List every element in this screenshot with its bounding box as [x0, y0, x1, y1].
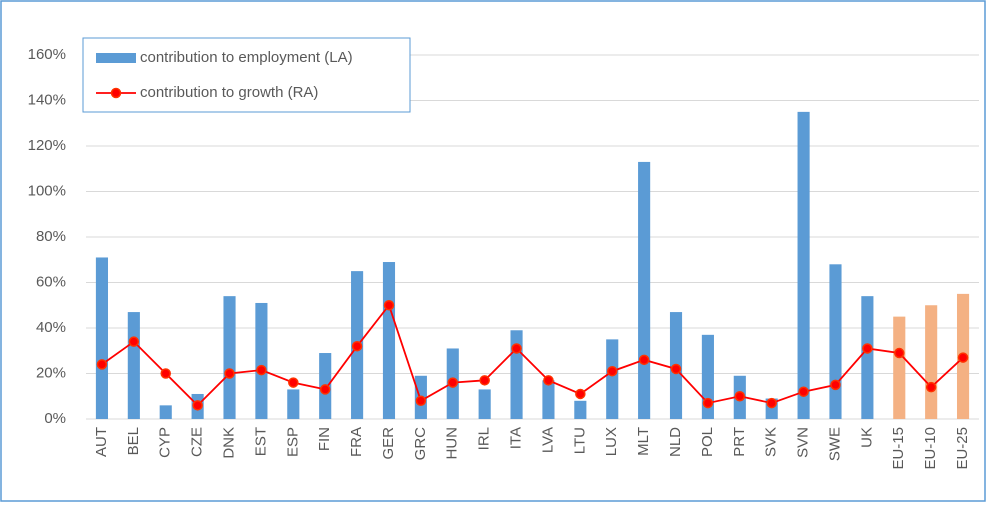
- bar: [127, 312, 140, 419]
- line-marker: [479, 375, 490, 386]
- line-marker: [766, 397, 777, 409]
- bar: [925, 305, 938, 419]
- legend-swatch: [110, 87, 122, 99]
- bar: [638, 161, 651, 420]
- bar: [797, 111, 810, 419]
- line-marker: [638, 354, 650, 366]
- x-tick-label: ESP: [284, 427, 301, 457]
- x-tick-label: EST: [252, 427, 269, 456]
- line-marker: [415, 395, 427, 407]
- line-marker: [862, 343, 873, 354]
- line-marker: [319, 384, 331, 395]
- bar: [861, 296, 874, 419]
- line-marker: [192, 400, 203, 411]
- line-marker: [606, 365, 618, 377]
- bar: [478, 389, 491, 419]
- x-tick-label: ITA: [508, 427, 525, 449]
- y-tick-label: 140%: [28, 91, 66, 108]
- line-marker: [224, 368, 235, 379]
- x-tick-label: POL: [699, 427, 716, 457]
- legend-label: contribution to employment (LA): [140, 49, 353, 66]
- x-tick-label: EU-10: [922, 427, 939, 470]
- line-marker: [383, 300, 395, 311]
- line-marker: [957, 352, 969, 363]
- bar: [542, 380, 555, 419]
- x-tick-label: AUT: [93, 427, 110, 457]
- bar: [223, 296, 236, 419]
- y-tick-label: 100%: [28, 182, 66, 199]
- bar: [287, 389, 300, 419]
- line-marker: [798, 386, 809, 397]
- x-tick-label: CYP: [157, 427, 174, 458]
- line-marker: [702, 397, 714, 409]
- line-marker: [734, 391, 746, 402]
- bar: [255, 302, 268, 419]
- bar: [606, 339, 619, 419]
- y-tick-label: 0%: [44, 410, 66, 427]
- y-tick-label: 60%: [36, 273, 66, 290]
- legend-label: contribution to growth (RA): [140, 84, 318, 101]
- line-marker: [670, 363, 682, 375]
- y-tick-label: 20%: [36, 364, 66, 381]
- bar: [701, 334, 714, 419]
- x-tick-label: FIN: [316, 427, 333, 451]
- line-marker: [351, 340, 363, 352]
- bar: [893, 316, 906, 419]
- x-tick-label: IRL: [476, 427, 493, 450]
- x-tick-label: LVA: [539, 427, 556, 453]
- x-tick-label: SVK: [763, 427, 780, 457]
- y-tick-label: 40%: [36, 319, 66, 336]
- x-tick-label: MLT: [635, 427, 652, 456]
- x-tick-label: FRA: [348, 427, 365, 457]
- x-tick-label: GRC: [412, 427, 429, 461]
- x-tick-label: CZE: [189, 427, 206, 457]
- line-marker: [925, 381, 937, 393]
- y-tick-label: 80%: [36, 228, 66, 245]
- line: [101, 303, 964, 407]
- line-marker: [128, 336, 140, 347]
- legend-box: [82, 37, 411, 113]
- line-marker: [288, 377, 299, 388]
- x-tick-label: LTU: [571, 427, 588, 454]
- line-marker: [447, 377, 459, 388]
- line-marker: [830, 379, 841, 391]
- x-tick-label: EU-15: [890, 427, 907, 470]
- x-tick-label: SVN: [795, 427, 812, 458]
- x-tick-label: HUN: [444, 427, 461, 460]
- y-tick-label: 120%: [28, 137, 66, 154]
- x-tick-label: GER: [380, 427, 397, 460]
- bar: [382, 262, 396, 419]
- legend-swatch: [96, 53, 136, 63]
- x-tick-label: LUX: [603, 427, 620, 456]
- bar: [95, 257, 109, 419]
- line-marker: [543, 375, 554, 386]
- bar: [574, 400, 587, 419]
- x-tick-label: EU-25: [954, 427, 971, 470]
- x-tick-label: NLD: [667, 427, 684, 457]
- bar: [159, 405, 172, 419]
- line-marker: [894, 347, 905, 359]
- x-tick-label: UK: [858, 427, 875, 448]
- bar: [829, 264, 842, 419]
- line-marker: [96, 359, 108, 370]
- x-tick-label: SWE: [826, 427, 843, 461]
- line-marker: [160, 368, 171, 379]
- line-marker: [256, 364, 267, 376]
- line-marker: [511, 343, 522, 354]
- x-tick-label: PRT: [731, 427, 748, 457]
- x-tick-label: DNK: [220, 427, 237, 459]
- y-tick-label: 160%: [28, 46, 66, 63]
- line-marker: [575, 388, 586, 400]
- x-tick-label: BEL: [125, 427, 142, 455]
